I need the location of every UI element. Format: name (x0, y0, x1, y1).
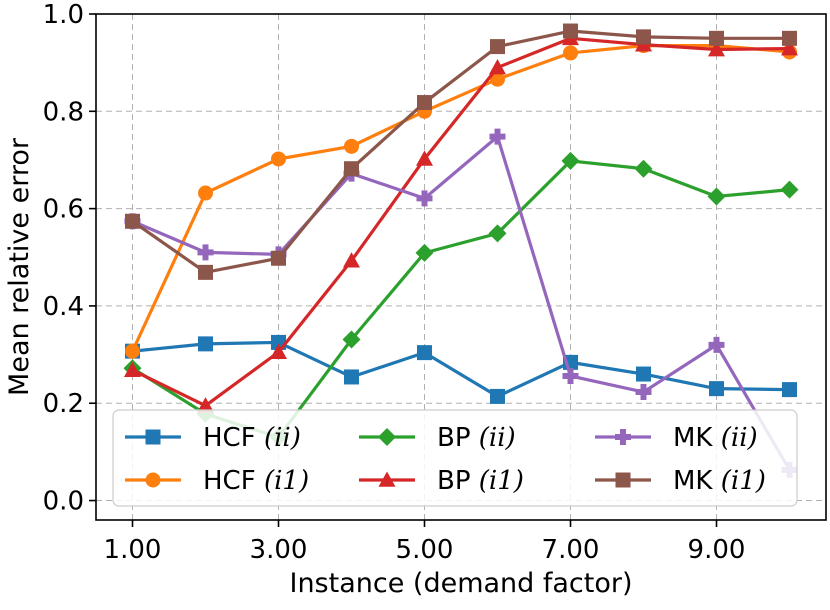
x-axis-title: Instance (demand factor) (289, 568, 632, 599)
data-point (197, 397, 214, 413)
legend: HCF (ii) HCF (i1) BP (ii) BP (i1) MK (ii) MK … (112, 409, 798, 507)
axis-ticks: 1.00 3.00 5.00 7.00 9.00 0.0 0.2 0.4 0.6 0.8 1.0 (43, 0, 746, 565)
legend-marker (145, 429, 161, 445)
data-point (707, 187, 726, 206)
data-point (198, 185, 213, 201)
legend-item: HCF (ii) (125, 423, 301, 453)
legend-item: BP (ii) (359, 423, 516, 453)
y-axis-title: Mean relative error (4, 137, 35, 396)
legend-marker (378, 471, 396, 487)
legend-label: MK (ii) (673, 423, 758, 453)
data-point (634, 159, 653, 178)
data-point (198, 264, 213, 280)
data-point (125, 213, 140, 229)
series-group (123, 23, 799, 478)
data-point (342, 330, 361, 349)
data-point (198, 336, 213, 352)
data-point (489, 128, 506, 145)
y-tick-label: 1.0 (43, 0, 84, 30)
data-point (343, 252, 360, 268)
data-point (709, 381, 724, 397)
data-point (781, 40, 798, 56)
data-point (708, 41, 725, 57)
data-point (782, 382, 797, 398)
series-line (131, 44, 790, 352)
data-point (344, 369, 359, 385)
legend-marker (615, 472, 631, 488)
data-point (197, 244, 214, 261)
legend-label: BP (i1) (437, 466, 524, 496)
y-tick-label: 0.0 (43, 487, 84, 517)
data-point (782, 30, 797, 46)
y-tick-label: 0.2 (43, 389, 84, 419)
legend-label: HCF (i1) (203, 466, 309, 496)
legend-label: BP (ii) (437, 423, 516, 453)
series-line (131, 36, 790, 408)
legend-item: BP (i1) (359, 466, 524, 496)
data-point (561, 151, 580, 170)
legend-label: MK (i1) (673, 466, 766, 496)
legend-item: HCF (i1) (125, 466, 309, 496)
x-tick-label: 7.00 (542, 535, 600, 565)
data-point (415, 243, 434, 262)
data-point (124, 361, 141, 377)
data-point (125, 343, 140, 359)
x-tick-label: 1.00 (104, 535, 162, 565)
series-line (131, 29, 790, 274)
data-point (780, 180, 799, 199)
data-point (635, 384, 652, 401)
data-point (636, 29, 651, 45)
data-point (490, 39, 505, 55)
data-point (563, 23, 578, 39)
data-point (344, 138, 359, 154)
data-point (488, 224, 507, 243)
series-line (131, 159, 790, 439)
data-point (417, 95, 432, 111)
data-point (417, 345, 432, 361)
data-point (563, 45, 578, 61)
legend-marker (615, 429, 631, 445)
legend-label: HCF (ii) (203, 423, 301, 453)
series-bp-i1 (124, 29, 798, 413)
data-point (490, 71, 505, 87)
data-point (562, 367, 579, 384)
data-point (416, 150, 433, 166)
legend-marker (378, 428, 396, 446)
data-point (636, 366, 651, 382)
series-hcf-i1 (125, 38, 797, 359)
data-point (271, 250, 286, 266)
data-point (344, 161, 359, 177)
series-bp-ii (123, 151, 799, 447)
data-point (416, 190, 433, 207)
y-tick-label: 0.8 (43, 97, 84, 127)
data-point (490, 388, 505, 404)
data-point (489, 59, 506, 75)
x-tick-label: 9.00 (688, 535, 746, 565)
x-tick-label: 3.00 (250, 535, 308, 565)
data-point (709, 30, 724, 46)
data-point (270, 343, 287, 359)
data-point (271, 151, 286, 167)
series-line (132, 340, 790, 399)
x-tick-label: 5.00 (396, 535, 454, 565)
data-point (708, 336, 725, 353)
legend-marker (145, 472, 161, 488)
series-hcf-ii (125, 334, 797, 404)
plot-frame (95, 13, 827, 521)
series-mk-i1 (125, 23, 797, 280)
y-tick-label: 0.6 (43, 195, 84, 225)
y-tick-label: 0.4 (43, 292, 84, 322)
series-line (131, 135, 791, 471)
legend-item: MK (ii) (595, 423, 758, 453)
legend-item: MK (i1) (595, 466, 766, 496)
